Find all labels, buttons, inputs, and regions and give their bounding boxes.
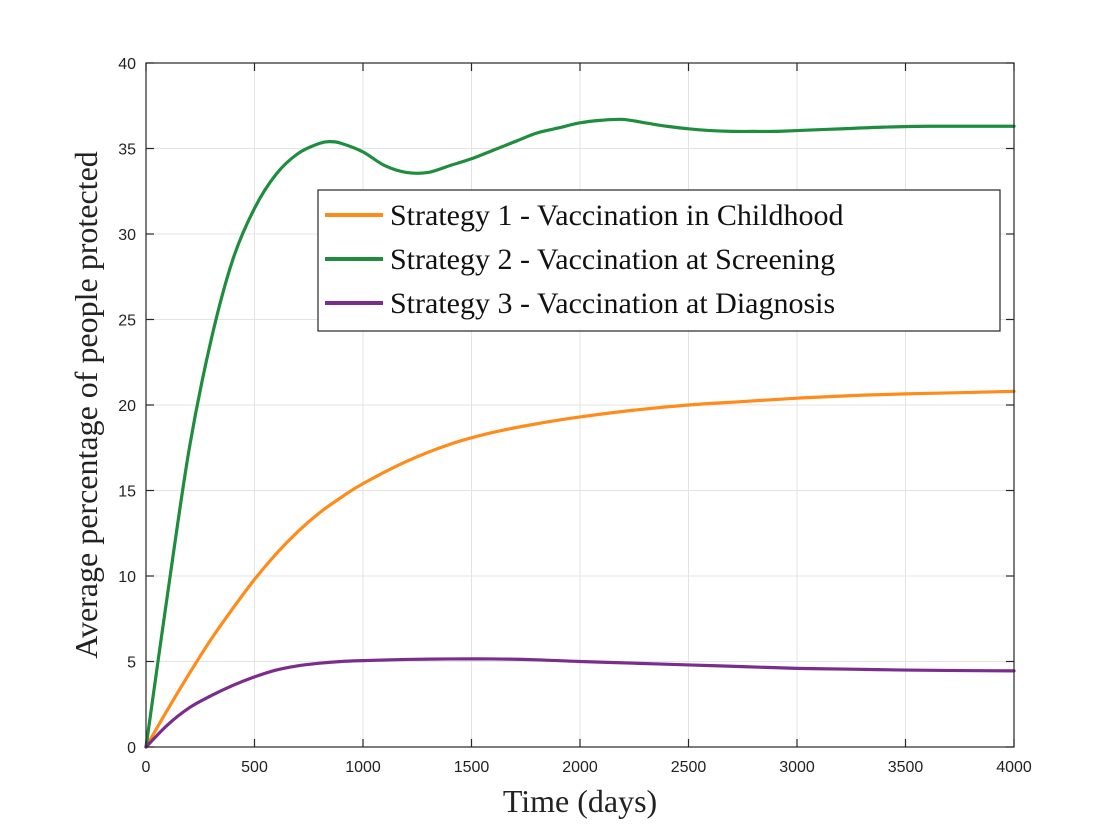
legend-box (317, 189, 1001, 332)
legend-label-strategy-3: Strategy 3 - Vaccination at Diagnosis (390, 287, 835, 320)
x-tick-label: 0 (142, 759, 151, 776)
x-tick-label: 3500 (888, 759, 924, 776)
x-tick-label: 2000 (562, 759, 598, 776)
y-axis-title: Average percentage of people protected (68, 151, 104, 659)
series-lines (144, 117, 1016, 749)
y-tick-label: 20 (118, 398, 136, 415)
y-tick-label: 35 (118, 142, 136, 159)
x-tick-label: 2500 (671, 759, 707, 776)
x-tick-label: 1000 (345, 759, 381, 776)
series-line-strategy-3 (144, 657, 1016, 749)
y-tick-label: 5 (127, 655, 136, 672)
x-tick-label: 4000 (996, 759, 1032, 776)
y-tick-label: 10 (118, 569, 136, 586)
y-tick-label: 15 (118, 484, 136, 501)
x-tick-label: 3000 (779, 759, 815, 776)
grid (145, 62, 1015, 748)
x-tick-label: 1500 (454, 759, 490, 776)
y-tick-label: 30 (118, 227, 136, 244)
y-tick-label: 25 (118, 313, 136, 330)
legend-label-strategy-2: Strategy 2 - Vaccination at Screening (390, 243, 835, 276)
x-tick-label: 500 (241, 759, 268, 776)
legend: Strategy 1 - Vaccination in Childhood St… (317, 189, 1001, 332)
ticks: 0 500 1000 1500 2000 2500 3000 3500 4000 0 5 10 15 20… (118, 56, 1032, 776)
x-axis-title: Time (days) (503, 783, 657, 819)
y-tick-label: 0 (127, 740, 136, 757)
y-tick-label: 40 (118, 56, 136, 73)
legend-label-strategy-1: Strategy 1 - Vaccination in Childhood (390, 199, 844, 232)
series-line-strategy-1 (144, 389, 1016, 749)
series-line-strategy-2 (144, 117, 1016, 749)
